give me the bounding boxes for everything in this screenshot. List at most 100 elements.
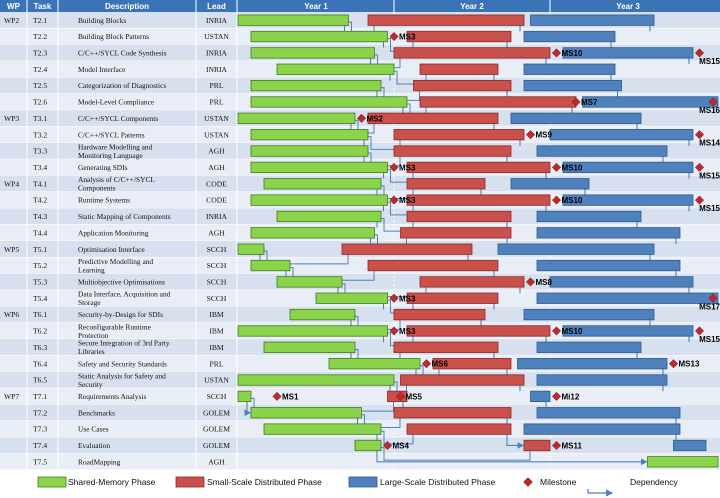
header-year: Year 3 [616,2,640,11]
phase-bar-small [393,341,499,353]
milestone-label: MS6 [432,360,449,369]
cell-wp: WP2 [4,16,19,25]
cell-wp: WP3 [4,114,19,123]
milestone-marker [694,162,705,172]
cell-task: T2.6 [33,98,47,107]
phase-bar-shared [237,374,395,386]
phase-bar-small [367,112,499,124]
cell-description: Analysis of C/C++/SYCL [78,175,155,184]
phase-bar-shared [250,96,408,108]
cell-task: T3.2 [33,130,47,139]
phase-bar-shared [289,308,356,321]
milestone-label: MS8 [536,278,553,287]
milestone-marker [272,391,282,401]
phase-bar-large [536,407,681,419]
cell-lead: GOLEM [203,441,230,450]
phase-bar-shared [250,129,369,141]
cell-description: Security-by-Design for SDIs [78,310,163,319]
cell-lead: CODE [206,196,227,205]
phase-bar-large [562,47,694,59]
cell-task: T7.5 [33,457,47,466]
phase-bar-large [562,194,694,206]
header-background [0,0,720,12]
phase-bar-large [536,210,642,223]
phase-bar-small [419,276,525,288]
cell-task: T7.1 [33,392,47,401]
phase-bar-shared [250,259,291,272]
dependency-arrow [381,446,531,461]
header-description: Description [105,2,149,11]
cell-description: Secure Integration of 3rd Party [78,339,170,348]
legend-swatch-small [175,476,205,488]
phase-bar-small [406,325,551,337]
cell-wp: WP7 [4,392,19,401]
milestone-marker [421,359,432,369]
milestone-label: MS3 [399,33,416,42]
phase-bar-small [367,14,525,26]
cell-lead: GOLEM [203,408,230,417]
phase-bars [237,14,719,468]
cell-description: Building Block Patterns [78,32,149,41]
milestone-label: MS10 [562,327,583,336]
header-wp: WP [7,2,21,11]
legend-swatch-large [348,476,378,488]
cell-description: Monitoring Language [78,151,143,160]
milestone-marker [551,162,562,172]
phase-bar-small [367,259,499,272]
cell-lead: AGH [208,457,225,466]
header-year: Year 1 [304,2,328,11]
phase-bar-shared [237,112,356,124]
phase-bar-shared [276,210,382,223]
milestone-label: MS15 [699,335,720,344]
row-background [0,453,720,470]
cell-task: T6.1 [33,310,47,319]
cell-lead: USTAN [204,32,229,41]
milestone-label: MS16 [699,106,720,115]
milestone-marker [551,195,562,205]
phase-bar-small [432,358,512,370]
phase-bar-shared [237,390,252,403]
milestone-label: MS9 [536,131,553,140]
cell-lead: SCCH [207,261,227,270]
cell-description: Use Cases [78,425,109,434]
phase-bar-small [400,374,525,386]
milestone-marker [668,359,679,369]
cell-wp: WP5 [4,245,19,254]
phase-bar-large [536,227,681,239]
phase-bar-large [582,96,719,108]
row-background [0,273,720,291]
phase-bar-small [419,63,499,75]
phase-bar-shared [250,47,375,59]
cell-task: T6.3 [33,343,47,352]
cell-description: Components [78,184,115,193]
milestone-marker [389,326,399,336]
legend-large: Large-Scale Distributed Phase [380,477,496,487]
milestone-label: MS7 [581,98,598,107]
cell-description: Protection [78,331,109,340]
milestone-label: MS11 [562,441,583,450]
phase-bar-large [536,259,681,272]
cell-lead: PRL [210,81,224,90]
phase-bar-shared [237,243,265,255]
cell-description: C/C++/SYCL Patterns [78,130,145,139]
cell-task: T6.2 [33,327,47,336]
cell-description: Libraries [78,347,105,356]
cell-task: T2.3 [33,48,47,57]
milestone-marker [389,293,399,303]
cell-description: RoadMapping [78,457,121,466]
milestone-marker [395,391,406,401]
phase-bar-large [523,308,655,321]
cell-task: T7.2 [33,408,47,417]
milestone-label: MS15 [699,171,720,180]
phase-bar-large [536,292,719,304]
cell-lead: INRIA [206,16,228,25]
milestone-marker [708,293,718,303]
milestone-label: MS10 [562,196,583,205]
milestone-label: MS3 [399,327,416,336]
phase-bar-large [536,341,642,353]
cell-task: T3.3 [33,147,47,156]
cell-description: Storage [78,298,101,307]
cell-lead: AGH [208,163,225,172]
cell-task: T7.3 [33,425,47,434]
dependency-arrow [381,430,414,445]
